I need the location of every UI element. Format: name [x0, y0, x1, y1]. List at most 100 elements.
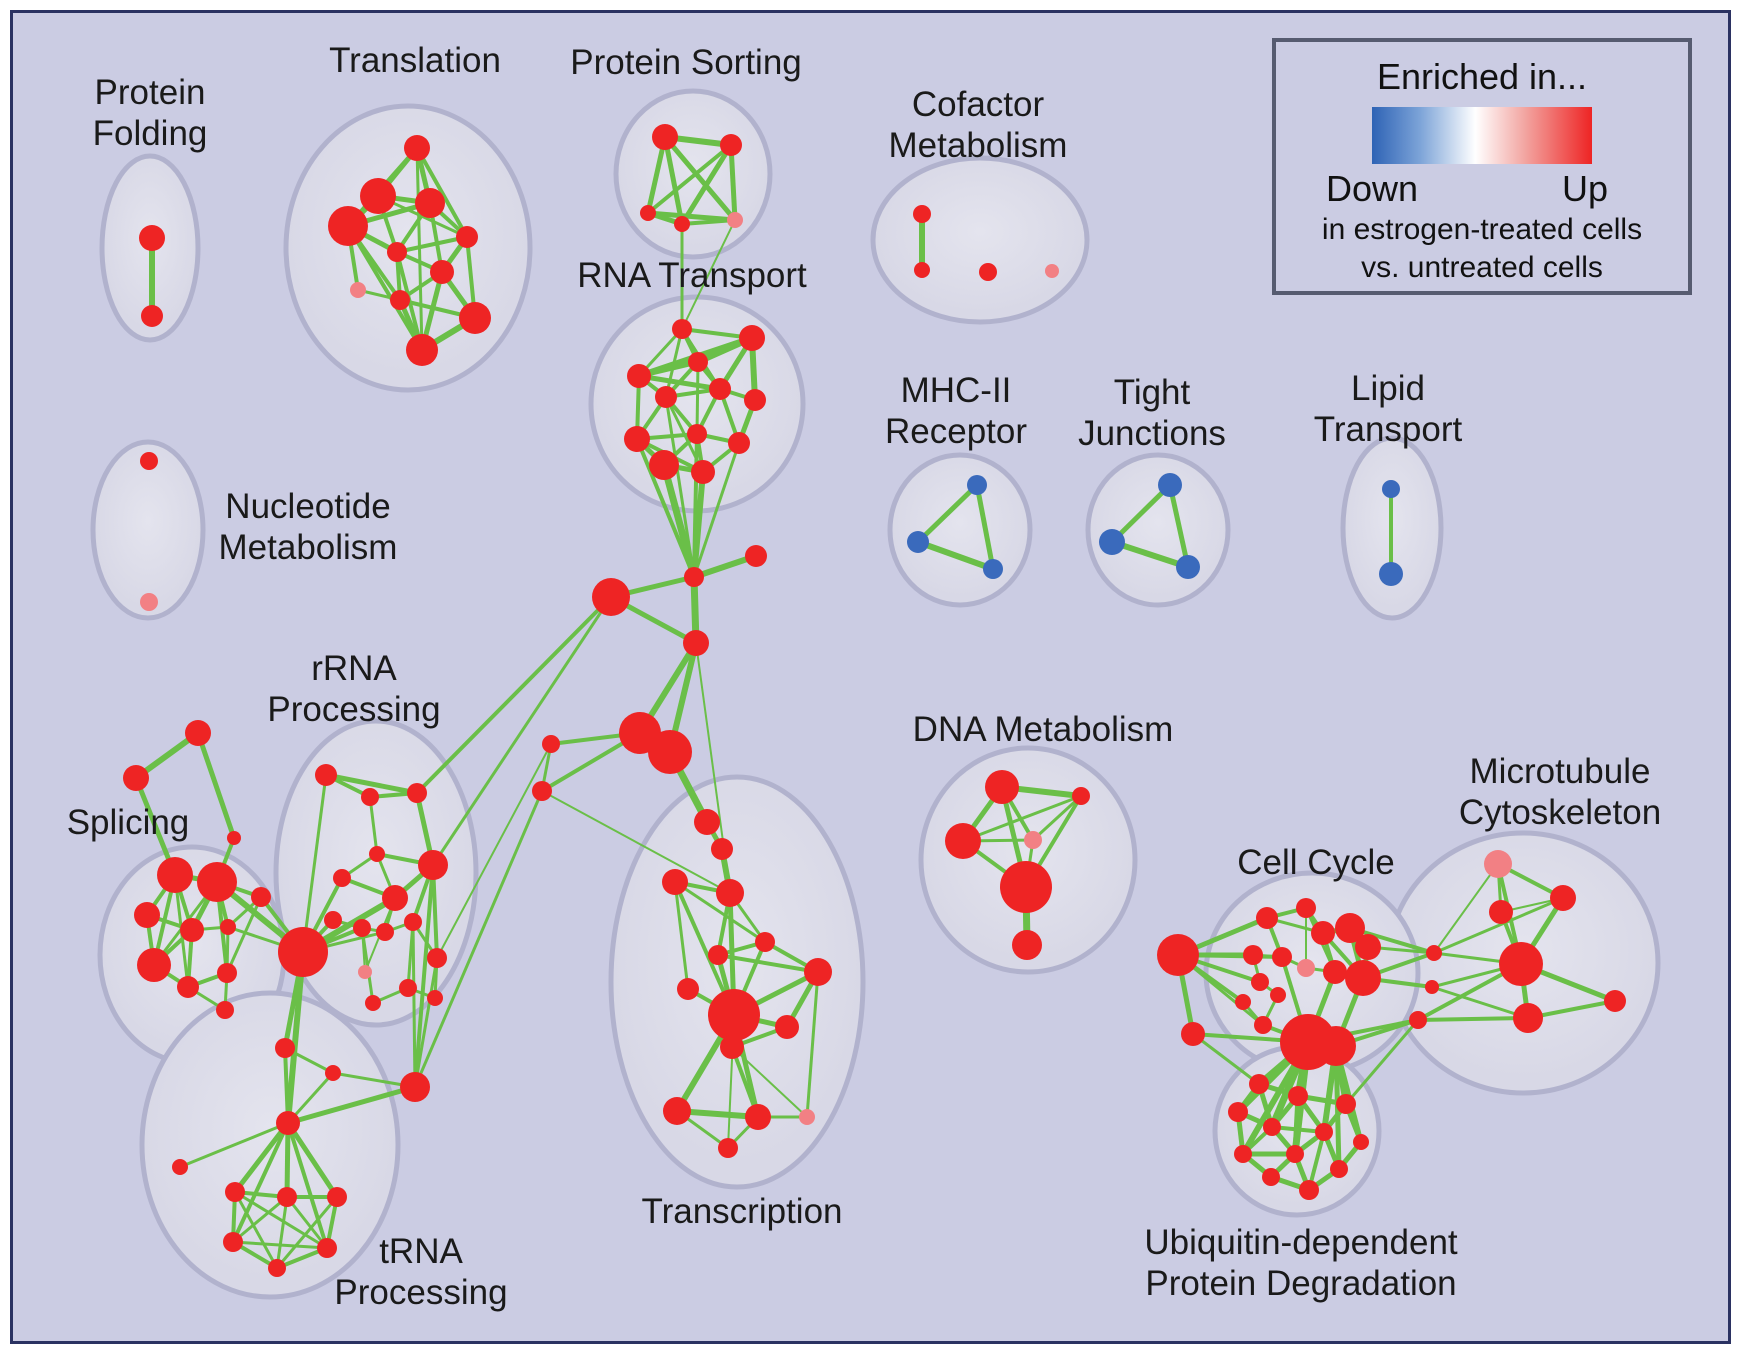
- graph-node: [407, 783, 427, 803]
- graph-node: [275, 1038, 295, 1058]
- cluster-label-mhc-ii-receptor: Receptor: [885, 412, 1027, 451]
- graph-node: [406, 334, 438, 366]
- graph-node: [325, 1065, 341, 1081]
- graph-node: [1316, 1026, 1356, 1066]
- graph-node: [1513, 1003, 1543, 1033]
- cluster-label-lipid-transport: Transport: [1314, 410, 1463, 449]
- graph-node: [913, 205, 931, 223]
- graph-node: [185, 720, 211, 746]
- graph-node: [350, 282, 366, 298]
- graph-node: [1296, 898, 1316, 918]
- cluster-label-lipid-transport: Lipid: [1351, 369, 1425, 408]
- graph-node: [745, 545, 767, 567]
- graph-node: [979, 263, 997, 281]
- graph-node: [744, 389, 766, 411]
- graph-node: [278, 927, 328, 977]
- cluster-label-ubiquitin-degradation: Protein Degradation: [1145, 1264, 1456, 1303]
- graph-node: [1297, 959, 1315, 977]
- graph-edge: [179, 1121, 289, 1169]
- graph-edge: [691, 471, 706, 578]
- graph-node: [1425, 980, 1439, 994]
- cluster-label-protein-folding: Protein: [95, 73, 206, 112]
- legend-gradient-bar: [1372, 107, 1592, 164]
- graph-edge: [436, 743, 552, 959]
- graph-node: [404, 135, 430, 161]
- graph-node: [1286, 1145, 1304, 1163]
- graph-node: [799, 1109, 815, 1125]
- graph-node: [327, 1187, 347, 1207]
- graph-node: [390, 290, 410, 310]
- graph-node: [399, 979, 417, 997]
- graph-edge: [674, 880, 766, 944]
- graph-node: [1262, 1168, 1280, 1186]
- graph-edge: [663, 135, 737, 222]
- cluster-label-ubiquitin-degradation: Ubiquitin-dependent: [1144, 1223, 1458, 1262]
- graph-node: [672, 319, 692, 339]
- graph-node: [967, 475, 987, 495]
- graph-edge: [415, 595, 613, 795]
- graph-edge: [541, 790, 731, 894]
- graph-edge: [284, 1122, 291, 1198]
- graph-edge: [413, 864, 435, 1088]
- graph-node: [177, 976, 199, 998]
- graph-node: [220, 919, 236, 935]
- graph-edge: [1110, 483, 1172, 544]
- cluster-label-nucleotide-metabolism: Nucleotide: [225, 487, 390, 526]
- graph-node: [945, 823, 981, 859]
- graph-edge: [232, 1195, 288, 1244]
- graph-node: [745, 1104, 771, 1130]
- graph-edge: [286, 1122, 329, 1249]
- graph-node: [172, 1159, 188, 1175]
- graph-node: [459, 302, 491, 334]
- graph-node: [277, 1187, 297, 1207]
- graph-edge: [195, 732, 237, 839]
- graph-edge: [233, 1121, 290, 1194]
- cluster-label-cell-cycle: Cell Cycle: [1237, 843, 1395, 882]
- graph-node: [1311, 921, 1335, 945]
- graph-node: [1353, 1134, 1369, 1150]
- graph-node: [1299, 1180, 1319, 1200]
- graph-edge: [916, 483, 979, 544]
- graph-node: [716, 879, 744, 907]
- cluster-label-transcription: Transcription: [642, 1192, 843, 1231]
- cluster-ellipse-nucleotide-metabolism: [90, 439, 206, 621]
- graph-node: [592, 578, 630, 616]
- graph-node: [369, 846, 385, 862]
- graph-node: [141, 305, 163, 327]
- graph-edge: [232, 1240, 328, 1250]
- graph-node: [677, 978, 699, 1000]
- graph-node: [648, 730, 692, 774]
- graph-node: [1263, 1118, 1281, 1136]
- graph-node: [694, 809, 720, 835]
- graph-edge: [1031, 794, 1083, 842]
- legend-up-label: Up: [1561, 168, 1608, 209]
- legend-down-label: Down: [1326, 168, 1419, 209]
- graph-node: [1499, 942, 1543, 986]
- graph-node: [691, 460, 715, 484]
- graph-node: [1335, 913, 1365, 943]
- legend-box: Enriched in... Down Up in estrogen-treat…: [1272, 38, 1692, 295]
- graph-node: [649, 450, 679, 480]
- graph-edge: [692, 442, 741, 578]
- graph-edge: [431, 596, 613, 866]
- legend-title: Enriched in...: [1376, 56, 1588, 97]
- cluster-label-rrna-processing: rRNA: [311, 649, 397, 688]
- cluster-label-cofactor-metabolism: Cofactor: [912, 85, 1045, 124]
- graph-node: [137, 948, 171, 982]
- graph-edge: [287, 1084, 416, 1126]
- graph-node: [720, 1035, 744, 1059]
- legend-caption-line1: in estrogen-treated cells: [1321, 213, 1643, 246]
- graph-node: [1157, 934, 1199, 976]
- cluster-label-dna-metabolism: DNA Metabolism: [913, 710, 1174, 749]
- graph-node: [157, 857, 193, 893]
- graph-node: [140, 593, 158, 611]
- graph-node: [683, 630, 709, 656]
- graph-edge: [681, 219, 736, 330]
- graph-node: [985, 770, 1019, 804]
- graph-node: [1249, 1074, 1269, 1094]
- graph-node: [197, 862, 237, 902]
- graph-node: [268, 1259, 286, 1277]
- graph-node: [532, 781, 552, 801]
- graph-node: [1270, 987, 1286, 1003]
